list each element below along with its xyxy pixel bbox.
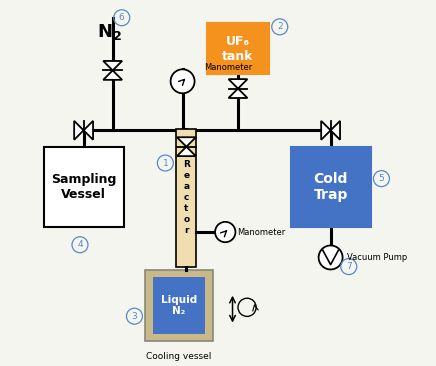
FancyBboxPatch shape — [153, 277, 205, 334]
Text: 7: 7 — [346, 262, 352, 271]
Polygon shape — [228, 79, 247, 89]
Polygon shape — [330, 121, 340, 140]
Polygon shape — [177, 137, 196, 147]
Text: Liquid
N₂: Liquid N₂ — [161, 295, 197, 316]
Polygon shape — [103, 70, 122, 80]
Circle shape — [170, 69, 194, 93]
FancyBboxPatch shape — [44, 147, 123, 227]
FancyBboxPatch shape — [176, 128, 196, 266]
Text: 2: 2 — [277, 22, 283, 31]
Polygon shape — [177, 147, 196, 156]
Text: $\mathbf{N_2}$: $\mathbf{N_2}$ — [96, 22, 122, 42]
Circle shape — [319, 246, 343, 269]
Text: R
e
a
c
t
o
r: R e a c t o r — [183, 160, 190, 235]
Text: Cold
Trap: Cold Trap — [313, 172, 348, 202]
Text: Cooling vessel: Cooling vessel — [146, 352, 211, 361]
Polygon shape — [103, 61, 122, 70]
Text: Vacuum Pump: Vacuum Pump — [347, 253, 407, 262]
Polygon shape — [321, 121, 330, 140]
FancyBboxPatch shape — [207, 23, 269, 74]
Polygon shape — [74, 121, 84, 140]
Text: 5: 5 — [378, 174, 384, 183]
Text: 1: 1 — [163, 158, 168, 168]
Circle shape — [215, 222, 235, 242]
Polygon shape — [84, 121, 93, 140]
Text: Manometer: Manometer — [237, 228, 286, 236]
Polygon shape — [228, 89, 247, 98]
Text: Manometer: Manometer — [204, 63, 252, 72]
Text: Sampling
Vessel: Sampling Vessel — [51, 173, 116, 201]
FancyBboxPatch shape — [291, 147, 371, 227]
Text: 6: 6 — [119, 13, 125, 22]
Text: 4: 4 — [77, 240, 83, 249]
Text: UF₆
tank: UF₆ tank — [222, 35, 254, 63]
FancyBboxPatch shape — [145, 270, 213, 341]
Text: 3: 3 — [132, 312, 137, 321]
